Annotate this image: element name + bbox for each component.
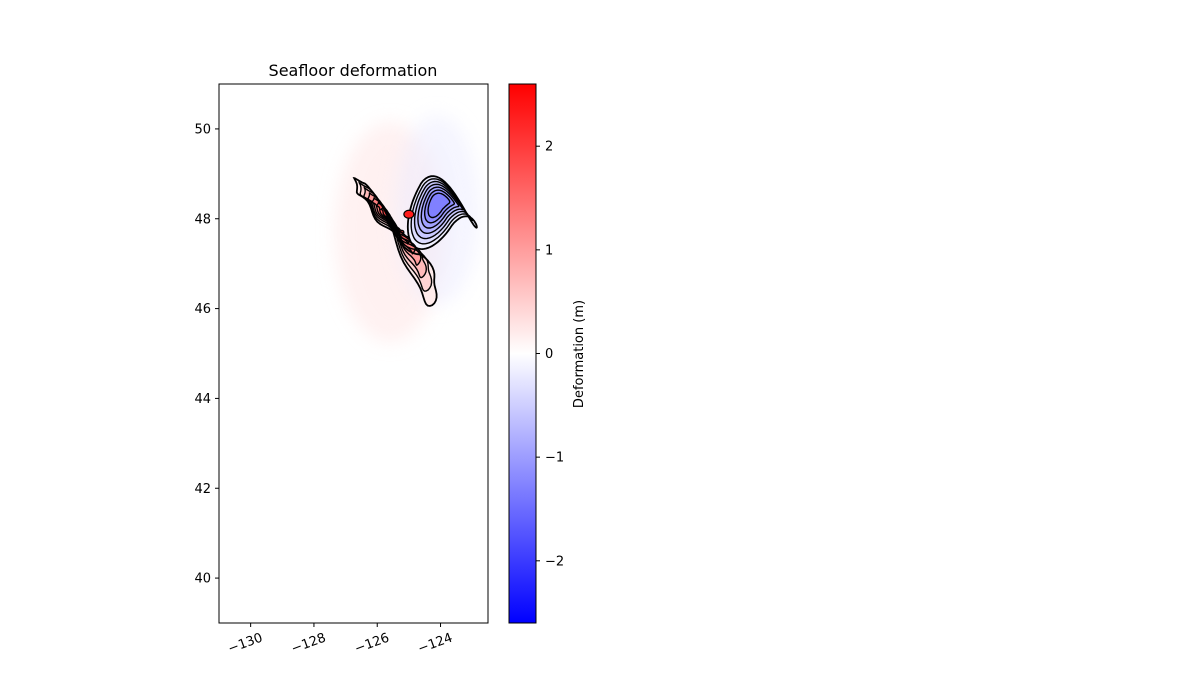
y-tick-label: 42 [194, 482, 211, 497]
subsidence-contour-line [413, 180, 470, 240]
subsidence-contour-line [420, 186, 460, 229]
uplift-contour-line [358, 181, 433, 292]
colorbar-tick-label: 2 [545, 140, 553, 155]
y-tick-label: 46 [194, 302, 211, 317]
subsidence-contour-line [406, 175, 478, 251]
colorbar-tick-label: −1 [545, 451, 564, 466]
colorbar-tick-label: −2 [545, 554, 564, 569]
subsidence-contour-line [417, 183, 464, 234]
uplift-contour-line [371, 197, 416, 255]
y-tick-label: 40 [194, 572, 211, 587]
y-axis: 40 42 44 46 48 50 [194, 122, 219, 587]
y-tick-label: 44 [194, 392, 211, 407]
y-tick-label: 50 [194, 122, 211, 137]
uplift-contour-line [352, 177, 438, 307]
x-tick-label: −130 [226, 631, 265, 657]
x-axis: −130 −128 −126 −124 [226, 623, 455, 657]
uplift-contour-line [380, 206, 405, 237]
plot-area [218, 83, 489, 624]
colorbar-tick-label: 0 [545, 347, 553, 362]
subsidence-contour-line [427, 192, 451, 219]
uplift-contour-line [367, 192, 422, 266]
plot-frame [218, 83, 489, 624]
x-tick-label: −124 [416, 631, 455, 657]
colorbar-tick-label: 1 [545, 243, 553, 258]
colorbar-label: Deformation (m) [572, 300, 587, 408]
uplift-peak-core [403, 209, 415, 219]
subsidence-contour-line [424, 189, 455, 224]
uplift-contour-line [363, 185, 428, 279]
colorbar-bar [508, 83, 537, 624]
y-tick-label: 48 [194, 212, 211, 227]
subsidence-contour-line [410, 178, 473, 245]
chart-title: Seafloor deformation [269, 61, 438, 80]
colorbar: −2 −1 0 1 2 Deformation (m) [508, 83, 587, 624]
subsidence-fill-band [428, 193, 450, 218]
colorbar-ticks: −2 −1 0 1 2 [536, 140, 564, 569]
x-tick-label: −126 [353, 631, 392, 657]
x-tick-label: −128 [289, 631, 328, 657]
contour-lines-layer [352, 175, 478, 307]
